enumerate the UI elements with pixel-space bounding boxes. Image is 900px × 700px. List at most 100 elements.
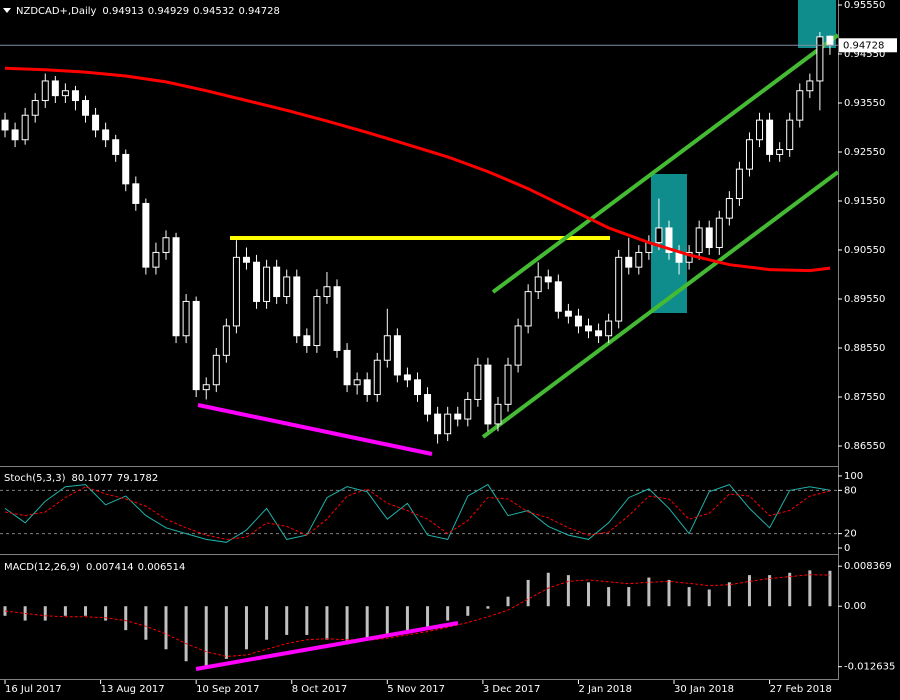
y-tick-label: 0.89550 (844, 294, 885, 305)
menu-arrow[interactable] (3, 8, 11, 13)
y-tick-label: 0.92550 (844, 147, 885, 158)
candle-body (413, 379, 421, 396)
stoch-main (4, 483, 831, 543)
candle-body (82, 100, 90, 116)
macd-bar (687, 587, 691, 607)
macd-bar (526, 579, 530, 607)
candle-body (303, 335, 311, 347)
candle-body (92, 114, 100, 131)
macd-header: MACD(12,26,9) 0.007414 0.006514 (4, 562, 185, 573)
candle-body (51, 80, 59, 97)
hist-value: 0.007414 (86, 562, 134, 573)
macd-bar (305, 606, 309, 635)
macd-signal (4, 574, 831, 658)
candle-body (182, 300, 190, 337)
candle-body (212, 354, 220, 386)
macd-bar (747, 575, 751, 607)
candle-body (444, 413, 452, 435)
candle-body (574, 315, 582, 327)
y-tick-label: 0.95550 (844, 0, 885, 11)
low: 0.94532 (193, 6, 234, 17)
candle-body (725, 198, 733, 219)
candle-body (61, 90, 69, 97)
candle-body (494, 403, 502, 425)
candle-body (816, 36, 824, 82)
candle-body (745, 139, 753, 170)
candle-body (192, 300, 200, 391)
candle-body (202, 384, 210, 391)
candle-body (786, 119, 794, 151)
macd-bar (587, 582, 591, 607)
x-tick-label: 5 Nov 2017 (387, 684, 445, 695)
y-tick-label: 0.87550 (844, 392, 885, 403)
symbol: NZDCAD+,Daily (16, 6, 96, 17)
candle-body (504, 364, 512, 405)
y-tick-label: 0.94550 (844, 49, 885, 60)
macd-bar (405, 606, 409, 631)
y-tick-label: 0.93550 (844, 98, 885, 109)
macd-bar (84, 606, 88, 616)
candle-body (655, 227, 663, 244)
macd-bar (566, 575, 570, 607)
macd-bar (707, 589, 711, 607)
macd-bar (446, 606, 450, 621)
candle-body (293, 276, 301, 337)
y-tick-label: 80 (844, 485, 857, 496)
candle-body (685, 251, 693, 263)
candle-body (41, 80, 49, 102)
y-tick-label: -0.012635 (844, 662, 895, 673)
candle-body (323, 286, 331, 298)
y-tick-label: 20 (844, 529, 857, 540)
divergence-line (195, 621, 459, 671)
candle-body (424, 394, 432, 415)
candle-body (514, 325, 522, 366)
channel-line (491, 33, 840, 294)
candle-body (393, 335, 401, 376)
macd-bar (647, 577, 651, 607)
macd-bar (727, 582, 731, 607)
signal-value: 79.1782 (117, 473, 158, 484)
candle-body (695, 227, 703, 253)
candle-body (283, 276, 291, 298)
candle-body (544, 276, 552, 283)
macd-bar (184, 606, 188, 662)
candle-body (434, 413, 442, 435)
close: 0.94728 (239, 6, 280, 17)
macd-bar (667, 579, 671, 607)
candle-body (142, 202, 150, 268)
candle-body (484, 364, 492, 425)
y-tick-label: 0.88550 (844, 343, 885, 354)
candle-body (1, 119, 9, 131)
macd-bar (104, 606, 108, 621)
macd-bar (164, 606, 168, 650)
macd-bar (486, 606, 490, 609)
price-label: 0.94728 (843, 40, 884, 51)
main-value: 80.1077 (71, 473, 112, 484)
macd-bar (506, 596, 510, 607)
candle-body (766, 119, 774, 155)
candle-body (605, 320, 613, 337)
y-tick-label: 0.91550 (844, 196, 885, 207)
candle-body (756, 119, 764, 141)
x-tick-label: 16 Jul 2017 (5, 684, 62, 695)
candle-body (715, 217, 723, 249)
macd-bar (466, 606, 470, 616)
candle-body (242, 256, 250, 263)
candle-body (735, 168, 743, 200)
macd-bar (265, 606, 269, 640)
candle-body (162, 237, 170, 253)
macd-bar (244, 606, 248, 650)
macd-bar (768, 575, 772, 607)
macd-bar (627, 587, 631, 607)
stoch-header: Stoch(5,3,3) 80.1077 79.1782 (4, 473, 158, 484)
open: 0.94913 (102, 6, 143, 17)
candle-body (534, 276, 542, 293)
x-tick-label: 27 Feb 2018 (770, 684, 832, 695)
macd-bar (426, 606, 430, 628)
candle-body (353, 379, 361, 386)
x-tick-label: 30 Jan 2018 (674, 684, 734, 695)
macd-bar (788, 572, 792, 607)
y-tick-label: 0.86550 (844, 441, 885, 452)
candle-body (31, 100, 39, 116)
